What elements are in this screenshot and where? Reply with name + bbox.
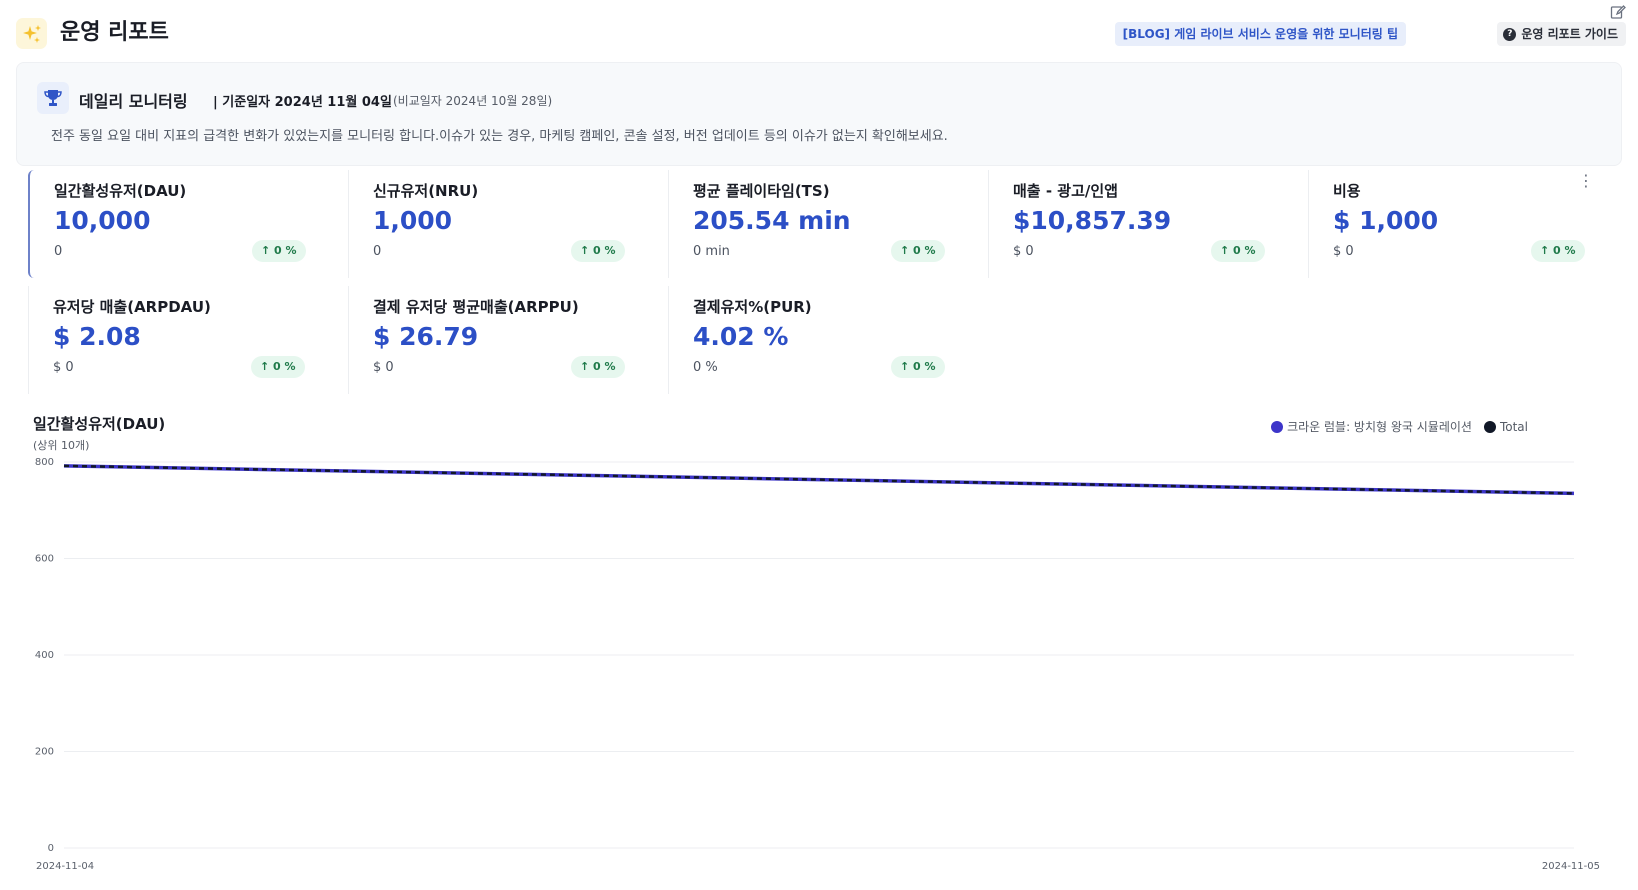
banner-description: 전주 동일 요일 대비 지표의 급격한 변화가 있었는지를 모니터링 합니다.이… <box>51 129 948 144</box>
banner-title: 데일리 모니터링 <box>79 92 188 111</box>
y-tick-label: 800 <box>35 457 54 468</box>
kpi-value: 1,000 <box>373 206 453 235</box>
kpi-card-cost[interactable]: 비용 $ 1,000 $ 0 ↑ 0 % <box>1308 170 1613 278</box>
kpi-card-nru[interactable]: 신규유저(NRU) 1,000 0 ↑ 0 % <box>348 170 653 278</box>
kpi-change-badge: ↑ 0 % <box>891 240 945 262</box>
chart-subtitle: (상위 10개) <box>33 439 90 452</box>
kpi-previous: $ 0 <box>1013 244 1034 259</box>
kpi-previous: $ 0 <box>1333 244 1354 259</box>
kpi-label: 결제유저%(PUR) <box>693 298 812 316</box>
y-tick-label: 400 <box>35 650 54 661</box>
kpi-card-dau[interactable]: 일간활성유저(DAU) 10,000 0 ↑ 0 % <box>28 170 333 278</box>
legend-label: 크라운 럼블: 방치형 왕국 시뮬레이션 <box>1287 420 1472 434</box>
kpi-previous: 0 min <box>693 244 730 259</box>
chart-legend: 크라운 럼블: 방치형 왕국 시뮬레이션 Total <box>1271 418 1528 435</box>
edit-icon[interactable] <box>1610 4 1626 20</box>
kpi-card-playtime[interactable]: 평균 플레이타임(TS) 205.54 min 0 min ↑ 0 % <box>668 170 973 278</box>
report-guide-label: 운영 리포트 가이드 <box>1521 27 1618 41</box>
kpi-change-badge: ↑ 0 % <box>251 356 305 378</box>
kpi-label: 결제 유저당 평균매출(ARPPU) <box>373 298 579 316</box>
trophy-icon <box>37 82 69 114</box>
kpi-previous: 0 <box>54 244 63 259</box>
page-title: 운영 리포트 <box>60 20 169 45</box>
kpi-change-badge: ↑ 0 % <box>571 240 625 262</box>
report-guide-button[interactable]: ? 운영 리포트 가이드 <box>1497 22 1626 46</box>
chart-title: 일간활성유저(DAU) <box>33 415 166 433</box>
kpi-label: 평균 플레이타임(TS) <box>693 182 830 200</box>
x-tick-label: 2024-11-05 <box>1542 861 1600 872</box>
kpi-value: $ 2.08 <box>53 322 141 351</box>
legend-item-total[interactable]: Total <box>1483 419 1528 434</box>
y-tick-label: 0 <box>48 843 54 854</box>
kpi-value: 205.54 min <box>693 206 851 235</box>
sparkles-icon <box>16 18 47 49</box>
kpi-value: 4.02 % <box>693 322 789 351</box>
kpi-change-badge: ↑ 0 % <box>571 356 625 378</box>
legend-dot <box>1483 420 1496 433</box>
more-options-icon[interactable]: ⋮ <box>1578 171 1594 190</box>
blog-link[interactable]: [BLOG] 게임 라이브 서비스 운영을 위한 모니터링 팁 <box>1114 22 1406 46</box>
kpi-card-arpdau[interactable]: 유저당 매출(ARPDAU) $ 2.08 $ 0 ↑ 0 % <box>28 286 333 394</box>
kpi-change-badge: ↑ 0 % <box>1531 240 1585 262</box>
kpi-value: $ 1,000 <box>1333 206 1439 235</box>
dau-line-chart: 0 200 400 600 800 2024-11-04 2024-11-05 <box>35 457 1600 872</box>
kpi-previous: $ 0 <box>373 360 394 375</box>
x-tick-label: 2024-11-04 <box>36 861 94 872</box>
help-icon: ? <box>1503 27 1517 41</box>
kpi-card-arppu[interactable]: 결제 유저당 평균매출(ARPPU) $ 26.79 $ 0 ↑ 0 % <box>348 286 653 394</box>
series-line-game <box>63 464 1575 496</box>
kpi-label: 매출 - 광고/인앱 <box>1013 182 1118 200</box>
legend-label: Total <box>1499 419 1528 434</box>
kpi-card-pur[interactable]: 결제유저%(PUR) 4.02 % 0 % ↑ 0 % <box>668 286 973 394</box>
kpi-previous: 0 <box>373 244 382 259</box>
reference-date: | 기준일자 2024년 11월 04일 <box>213 95 392 110</box>
y-tick-label: 200 <box>35 747 54 758</box>
kpi-value: $ 26.79 <box>373 322 479 351</box>
legend-dot <box>1271 420 1284 433</box>
kpi-label: 비용 <box>1333 182 1361 200</box>
kpi-label: 유저당 매출(ARPDAU) <box>53 298 211 316</box>
kpi-label: 일간활성유저(DAU) <box>54 182 187 200</box>
kpi-previous: $ 0 <box>53 360 74 375</box>
y-tick-label: 600 <box>35 554 54 565</box>
kpi-card-revenue[interactable]: 매출 - 광고/인앱 $10,857.39 $ 0 ↑ 0 % <box>988 170 1293 278</box>
kpi-label: 신규유저(NRU) <box>373 182 479 200</box>
legend-item-game[interactable]: 크라운 럼블: 방치형 왕국 시뮬레이션 <box>1271 418 1472 435</box>
kpi-value: 10,000 <box>54 206 151 235</box>
compare-date: (비교일자 2024년 10월 28일) <box>393 94 553 108</box>
kpi-previous: 0 % <box>693 360 718 375</box>
kpi-change-badge: ↑ 0 % <box>1211 240 1265 262</box>
kpi-change-badge: ↑ 0 % <box>891 356 945 378</box>
kpi-change-badge: ↑ 0 % <box>252 240 306 262</box>
kpi-value: $10,857.39 <box>1013 206 1172 235</box>
top-bar: 운영 리포트 [BLOG] 게임 라이브 서비스 운영을 위한 모니터링 팁 ?… <box>0 0 1638 62</box>
kpi-cards: 일간활성유저(DAU) 10,000 0 ↑ 0 % 신규유저(NRU) 1,0… <box>28 170 1628 398</box>
daily-monitoring-banner: 데일리 모니터링 | 기준일자 2024년 11월 04일 (비교일자 2024… <box>16 62 1622 166</box>
